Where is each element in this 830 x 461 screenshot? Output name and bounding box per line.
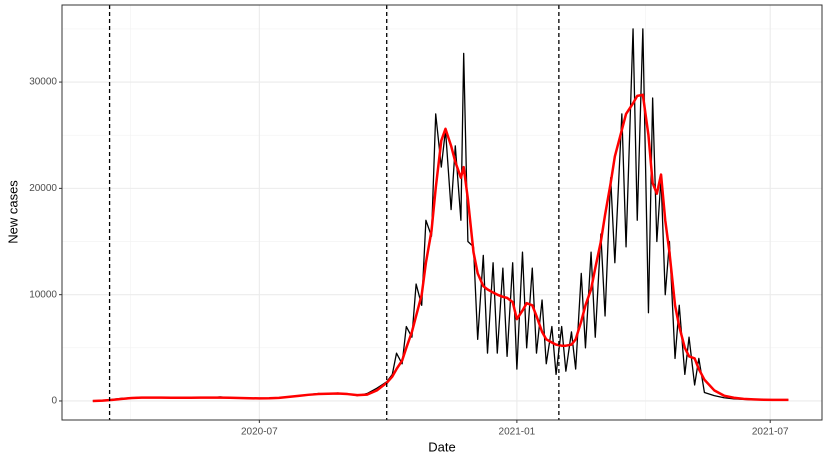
x-tick-label: 2020-07 bbox=[241, 427, 278, 438]
marks bbox=[92, 5, 789, 420]
panel-border bbox=[61, 4, 823, 421]
y-tick-label: 30000 bbox=[29, 77, 57, 88]
x-tick-label: 2021-07 bbox=[752, 427, 789, 438]
y-tick-label: 20000 bbox=[29, 183, 57, 194]
y-tick-label: 10000 bbox=[29, 289, 57, 300]
panel bbox=[62, 5, 822, 420]
y-tick-label: 0 bbox=[51, 396, 57, 407]
y-axis-title: New cases bbox=[5, 180, 20, 244]
series-line bbox=[92, 93, 789, 403]
x-tick-label: 2021-01 bbox=[499, 427, 536, 438]
x-axis-title: Date bbox=[428, 439, 455, 454]
grid bbox=[62, 5, 822, 420]
